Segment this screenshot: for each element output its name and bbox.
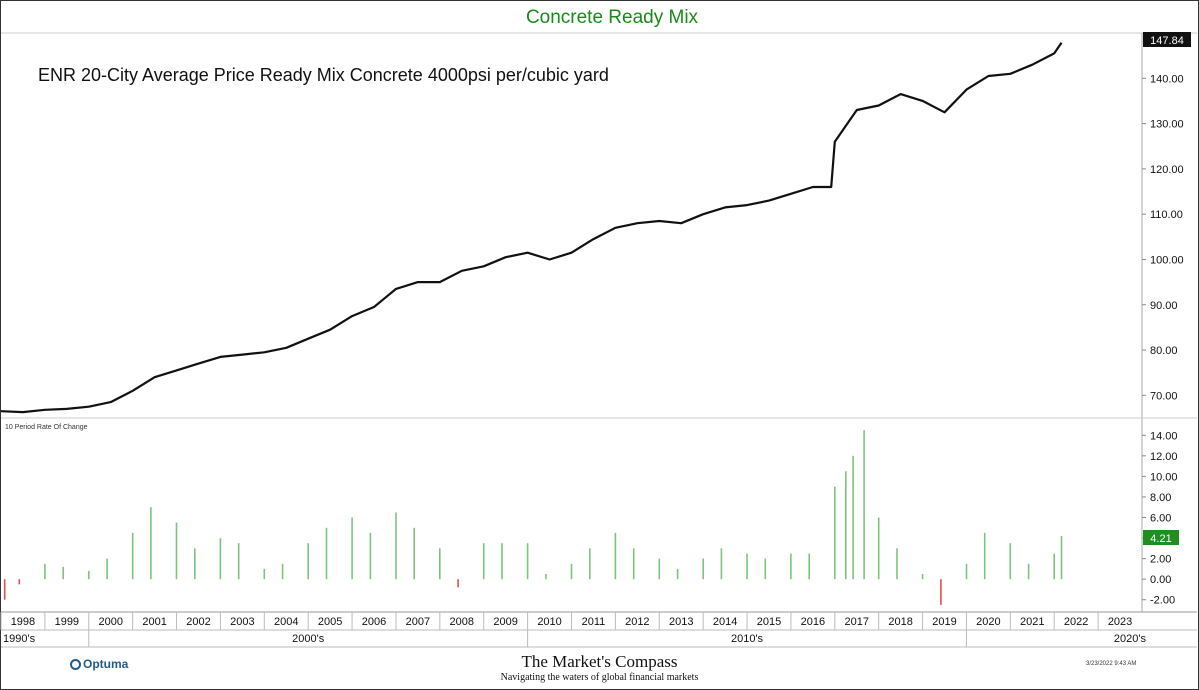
price-y-tick-label: 130.00 xyxy=(1150,119,1184,131)
year-axis: 1998 1999 2000 2001 2002 2003 2004 2005 2006 2007… xyxy=(0,612,1132,630)
price-y-tick-label: 140.00 xyxy=(1150,73,1184,85)
year-label: 2017 xyxy=(845,616,869,628)
optuma-brand-text: Optuma xyxy=(83,657,129,671)
optuma-logo: Optuma xyxy=(70,657,128,671)
year-label: 2004 xyxy=(274,616,298,628)
year-label: 2008 xyxy=(450,616,474,628)
decade-axis: 1990's 2000's 2010's 2020's xyxy=(3,630,1146,647)
year-label: 2002 xyxy=(186,616,210,628)
roc-badge-text: 4.21 xyxy=(1150,533,1171,545)
chart-title: Concrete Ready Mix xyxy=(526,7,699,28)
year-label: 2012 xyxy=(625,616,649,628)
price-y-axis: 70.00 80.00 90.00 100.00 110.00 120.00 130.00 1… xyxy=(1142,73,1184,402)
roc-panel-label: 10 Period Rate Of Change xyxy=(5,424,88,431)
year-label: 2014 xyxy=(713,616,737,628)
year-label: 2021 xyxy=(1020,616,1044,628)
year-label: 1998 xyxy=(11,616,35,628)
timestamp: 3/23/2022 9:43 AM xyxy=(1086,661,1137,667)
decade-label: 1990's xyxy=(3,633,36,645)
roc-y-tick-label: 8.00 xyxy=(1150,492,1171,504)
chart-subtitle: ENR 20-City Average Price Ready Mix Conc… xyxy=(38,65,609,85)
year-label: 2011 xyxy=(582,616,606,628)
year-label: 2010 xyxy=(537,616,561,628)
price-y-tick-label: 110.00 xyxy=(1150,209,1183,221)
year-label: 2009 xyxy=(493,616,517,628)
roc-y-tick-label: 12.00 xyxy=(1150,451,1178,463)
decade-label: 2000's xyxy=(292,633,325,645)
roc-last-value-badge: 4.21 xyxy=(1143,530,1179,545)
year-label: 2001 xyxy=(142,616,166,628)
optuma-logo-icon xyxy=(70,659,81,670)
year-label: 2000 xyxy=(98,616,122,628)
decade-label: 2010's xyxy=(731,633,764,645)
roc-y-tick-label: 10.00 xyxy=(1150,471,1178,483)
roc-y-tick-label: 6.00 xyxy=(1150,513,1171,525)
year-label: 2022 xyxy=(1064,616,1088,628)
roc-y-tick-label: 0.00 xyxy=(1150,574,1171,586)
roc-y-tick-label: 14.00 xyxy=(1150,430,1178,442)
year-label: 2016 xyxy=(801,616,825,628)
roc-y-tick-label: -2.00 xyxy=(1150,595,1175,607)
year-label: 2013 xyxy=(669,616,693,628)
price-badge-box xyxy=(1143,32,1191,47)
year-label: 2006 xyxy=(362,616,386,628)
price-y-tick-label: 90.00 xyxy=(1150,300,1178,312)
price-last-value-badge: 147.84 xyxy=(1143,32,1191,47)
roc-bars xyxy=(3,430,1063,605)
publisher-name: The Market's Compass xyxy=(521,652,678,671)
decade-label: 2020's xyxy=(1114,633,1147,645)
year-label: 2019 xyxy=(932,616,956,628)
price-series-line xyxy=(0,42,1063,414)
year-label: 2020 xyxy=(976,616,1000,628)
price-y-tick-label: 100.00 xyxy=(1150,254,1184,266)
year-label: 2005 xyxy=(318,616,342,628)
roc-badge-box xyxy=(1143,530,1179,545)
roc-y-tick-label: 2.00 xyxy=(1150,554,1171,566)
year-label: 2018 xyxy=(888,616,912,628)
year-label: 2003 xyxy=(230,616,254,628)
price-y-tick-label: 80.00 xyxy=(1150,345,1178,357)
price-badge-text: 147.84 xyxy=(1150,35,1184,47)
year-label: 2015 xyxy=(757,616,781,628)
publisher-tagline: Navigating the waters of global financia… xyxy=(500,672,699,683)
year-label: 2023 xyxy=(1108,616,1132,628)
price-y-tick-label: 120.00 xyxy=(1150,164,1184,176)
year-label: 1999 xyxy=(55,616,79,628)
year-label: 2007 xyxy=(406,616,430,628)
price-y-tick-label: 70.00 xyxy=(1150,390,1178,402)
